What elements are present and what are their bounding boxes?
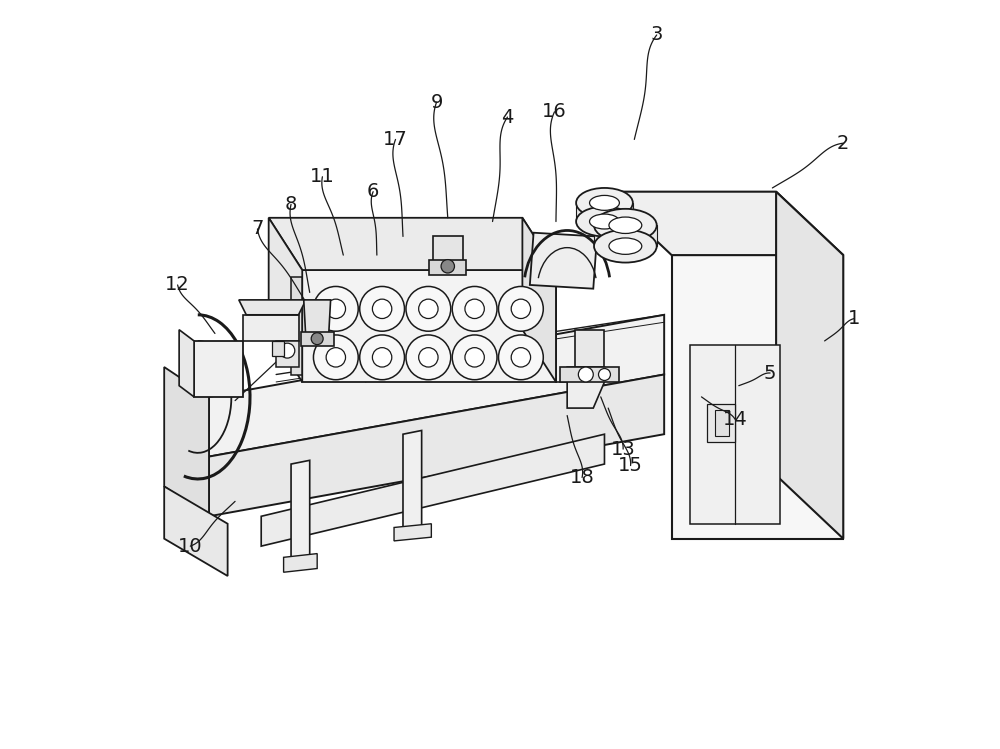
Circle shape [372,348,392,367]
Text: 13: 13 [611,440,636,458]
Ellipse shape [590,195,619,210]
Polygon shape [291,277,302,374]
Text: 3: 3 [651,25,663,44]
Polygon shape [776,192,843,539]
Circle shape [511,299,531,318]
Circle shape [511,348,531,367]
Circle shape [578,367,593,382]
Polygon shape [530,233,597,288]
Ellipse shape [609,238,642,255]
Polygon shape [269,218,556,270]
Polygon shape [690,345,780,524]
Polygon shape [291,461,310,565]
Polygon shape [243,315,299,341]
Polygon shape [269,218,302,382]
Circle shape [599,369,610,380]
Text: 1: 1 [848,309,861,328]
Text: 4: 4 [501,108,514,127]
Polygon shape [301,332,334,346]
Polygon shape [429,261,466,275]
Polygon shape [522,218,556,382]
Ellipse shape [576,188,633,218]
Polygon shape [715,410,729,436]
Polygon shape [164,486,228,576]
Polygon shape [284,554,317,572]
Text: 6: 6 [367,182,379,201]
Circle shape [406,335,451,380]
Polygon shape [576,203,633,222]
Polygon shape [239,300,306,315]
Text: 14: 14 [723,410,747,428]
Polygon shape [672,255,843,539]
Polygon shape [164,367,209,516]
Circle shape [372,299,392,318]
Text: 8: 8 [285,195,297,214]
Polygon shape [209,315,664,457]
Text: 9: 9 [430,93,443,112]
Polygon shape [302,270,556,382]
Text: 11: 11 [310,167,335,187]
Circle shape [311,333,323,345]
Circle shape [465,348,484,367]
Text: 15: 15 [618,456,643,475]
Circle shape [406,286,451,331]
Circle shape [313,335,358,380]
Polygon shape [179,330,194,397]
Text: 16: 16 [542,103,567,121]
Circle shape [441,260,454,273]
Polygon shape [394,524,431,541]
Text: 2: 2 [837,133,849,153]
Circle shape [499,335,543,380]
Polygon shape [567,367,604,408]
Polygon shape [575,330,604,367]
Polygon shape [276,341,299,367]
Polygon shape [209,374,664,516]
Circle shape [452,286,497,331]
Text: 17: 17 [383,130,408,149]
Ellipse shape [594,230,657,263]
Polygon shape [403,431,422,535]
Text: 7: 7 [251,219,264,238]
Polygon shape [194,341,243,397]
Ellipse shape [576,207,633,237]
Circle shape [326,348,346,367]
Polygon shape [707,404,735,442]
Circle shape [313,286,358,331]
Polygon shape [594,225,657,246]
Polygon shape [604,192,843,255]
Polygon shape [304,300,331,341]
Text: 18: 18 [570,468,594,487]
Polygon shape [272,341,284,356]
Text: 5: 5 [764,363,776,383]
Polygon shape [560,367,619,382]
Ellipse shape [590,214,619,229]
Text: 12: 12 [165,276,190,294]
Circle shape [360,286,404,331]
Polygon shape [261,434,604,546]
Circle shape [360,335,404,380]
Text: 10: 10 [178,536,203,556]
Circle shape [419,299,438,318]
Circle shape [452,335,497,380]
Circle shape [280,343,295,358]
Circle shape [465,299,484,318]
Circle shape [326,299,346,318]
Circle shape [419,348,438,367]
Circle shape [499,286,543,331]
Ellipse shape [609,217,642,234]
Polygon shape [433,237,463,270]
Ellipse shape [594,209,657,242]
